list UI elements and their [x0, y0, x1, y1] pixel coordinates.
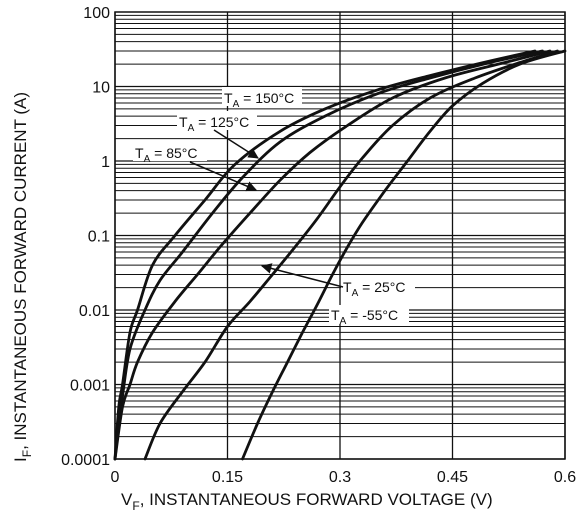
x-axis-symbol-sub: F: [132, 499, 139, 513]
label-85c: TA = 85°C: [135, 145, 197, 165]
x-tick-label: 0.6: [554, 469, 576, 486]
y-tick-label: 0.0001: [61, 452, 110, 469]
y-tick-label: 10: [92, 80, 110, 97]
x-axis-text: , INSTANTANEOUS FORWARD VOLTAGE (V): [140, 490, 493, 509]
y-tick-label: 1: [101, 154, 110, 171]
arrow-125c: [213, 129, 259, 159]
x-axis-title: VF, INSTANTANEOUS FORWARD VOLTAGE (V): [121, 490, 493, 513]
x-tick-label: 0: [111, 469, 120, 486]
x-tick-label: 0.15: [212, 469, 243, 486]
y-axis-text: , INSTANTANEOUS FORWARD CURRENT (A): [11, 92, 30, 450]
y-axis-title: IF, INSTANTANEOUS FORWARD CURRENT (A): [11, 92, 34, 462]
label-minus55c: TA = -55°C: [331, 307, 398, 327]
series-line-tm55: [241, 49, 567, 461]
y-tick-label: 0.001: [70, 378, 110, 395]
annotations: TA = 150°C TA = 125°C TA = 85°C TA = 25°…: [133, 87, 415, 327]
y-tick-label: 0.1: [88, 229, 110, 246]
series-line-t85: [113, 49, 552, 461]
x-tick-label: 0.3: [329, 469, 351, 486]
x-tick-label: 0.45: [437, 469, 468, 486]
label-150c: TA = 150°C: [224, 90, 294, 110]
label-125c: TA = 125°C: [179, 114, 249, 134]
series-lines: [113, 49, 567, 461]
x-axis-symbol: V: [121, 490, 133, 509]
y-tick-label: 100: [83, 5, 110, 22]
label-25c: TA = 25°C: [343, 279, 405, 299]
series-line-t125: [113, 49, 544, 461]
y-axis-symbol: I: [11, 457, 30, 462]
y-tick-label: 0.01: [79, 303, 110, 320]
plot-frame: [114, 11, 566, 460]
arrow-25c: [260, 263, 344, 288]
tick-labels: 0 0.15 0.3 0.45 0.6 100 10 1 0.1 0.01 0.001 0.0001: [61, 5, 576, 486]
series-line-t150: [113, 49, 537, 461]
series-line-t25: [143, 49, 559, 461]
y-axis-symbol-sub: F: [20, 450, 34, 457]
arrow-85c: [189, 161, 257, 192]
